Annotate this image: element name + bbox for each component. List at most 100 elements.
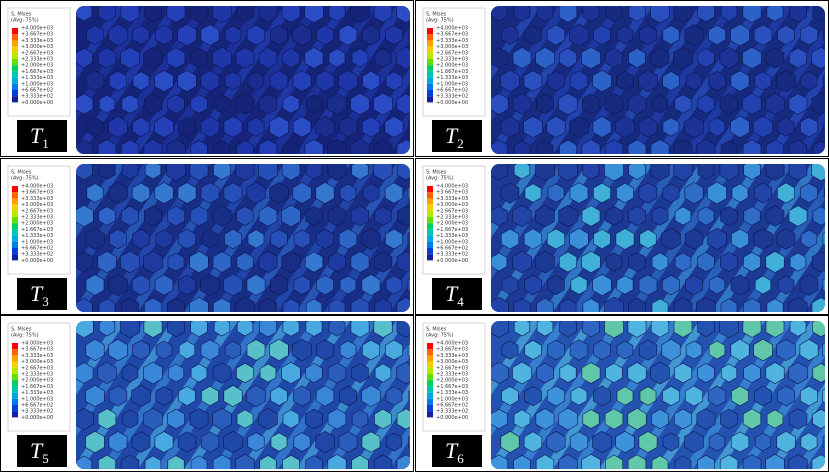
- legend-label: +0.000e+00: [436, 415, 468, 421]
- legend: S, Mises(Avg: 75%)+4.000e+03+3.667e+03+3…: [8, 8, 70, 116]
- legend-subtitle: (Avg: 75%): [426, 18, 454, 24]
- legend-label: +4.000e+03: [21, 184, 53, 190]
- legend-label: +3.333e+02: [436, 94, 468, 100]
- panel-index: 3: [42, 294, 49, 309]
- legend-swatch: [12, 186, 18, 192]
- legend-swatch: [12, 28, 18, 34]
- legend-swatch: [427, 229, 433, 235]
- legend-swatch: [12, 223, 18, 229]
- legend-swatch: [427, 248, 433, 254]
- legend-swatch: [12, 71, 18, 77]
- legend-label: +1.667e+03: [21, 384, 53, 390]
- legend-swatch: [12, 211, 18, 217]
- legend-label: +3.000e+03: [21, 359, 53, 365]
- legend-swatch: [12, 242, 18, 248]
- legend-swatch: [427, 217, 433, 223]
- legend-swatch: [427, 405, 433, 411]
- panel-index: 2: [457, 136, 464, 151]
- legend-label: +0.000e+00: [436, 100, 468, 106]
- legend-label: +2.000e+03: [436, 221, 468, 227]
- legend-label: +2.667e+03: [436, 208, 468, 214]
- legend-swatch: [427, 254, 433, 260]
- legend-swatch: [427, 34, 433, 40]
- legend-label: +3.333e+02: [21, 94, 53, 100]
- legend-label: +6.667e+02: [436, 403, 468, 409]
- legend-label: +1.333e+03: [436, 75, 468, 81]
- legend-label: +3.667e+03: [436, 32, 468, 38]
- legend-label: +3.667e+03: [436, 347, 468, 353]
- legend-label: +3.333e+03: [21, 353, 53, 359]
- legend-swatch: [12, 47, 18, 53]
- legend-label: +3.333e+02: [436, 252, 468, 258]
- legend-label: +3.000e+03: [21, 44, 53, 50]
- legend-subtitle: (Avg: 75%): [426, 333, 454, 339]
- legend-label: +6.667e+02: [21, 403, 53, 409]
- legend-label: +1.667e+03: [436, 69, 468, 75]
- legend-swatch: [12, 248, 18, 254]
- legend-swatch: [12, 399, 18, 405]
- legend-label: +1.667e+03: [21, 227, 53, 233]
- legend-swatch: [427, 59, 433, 65]
- legend-label: +3.333e+03: [21, 38, 53, 44]
- legend-label: +1.000e+03: [21, 239, 53, 245]
- legend-label: +6.667e+02: [21, 88, 53, 94]
- legend-label: +2.667e+03: [436, 50, 468, 56]
- legend-label: +3.333e+02: [436, 409, 468, 415]
- legend-label: +3.000e+03: [436, 202, 468, 208]
- legend-label: +1.000e+03: [21, 396, 53, 402]
- legend-label: +3.667e+03: [21, 32, 53, 38]
- legend-swatch: [12, 59, 18, 65]
- legend: S, Mises(Avg: 75%)+4.000e+03+3.667e+03+3…: [423, 8, 485, 116]
- legend-swatch: [427, 411, 433, 417]
- legend-swatch: [427, 343, 433, 349]
- panel: S, Mises(Avg: 75%)+4.000e+03+3.667e+03+3…: [416, 316, 829, 472]
- legend-label: +0.000e+00: [21, 258, 53, 264]
- legend-label: +2.000e+03: [436, 378, 468, 384]
- legend-swatch: [12, 229, 18, 235]
- panel-index: 6: [457, 451, 464, 466]
- legend-label: +2.667e+03: [21, 208, 53, 214]
- legend-label: +2.667e+03: [21, 50, 53, 56]
- panel-index: 4: [457, 294, 464, 309]
- legend-label: +2.667e+03: [21, 365, 53, 371]
- legend-swatch: [12, 405, 18, 411]
- legend-swatch: [427, 380, 433, 386]
- legend-label: +2.667e+03: [436, 365, 468, 371]
- legend-label: +3.000e+03: [436, 44, 468, 50]
- legend-swatch: [427, 355, 433, 361]
- legend-label: +1.333e+03: [21, 75, 53, 81]
- legend-swatch: [427, 374, 433, 380]
- legend-swatch: [12, 217, 18, 223]
- legend-label: +3.667e+03: [21, 347, 53, 353]
- legend-swatch: [427, 362, 433, 368]
- legend-swatch: [427, 186, 433, 192]
- legend-swatch: [427, 393, 433, 399]
- legend-label: +1.000e+03: [436, 239, 468, 245]
- legend: S, Mises(Avg: 75%)+4.000e+03+3.667e+03+3…: [8, 323, 70, 431]
- legend-swatch: [427, 192, 433, 198]
- legend-label: +2.000e+03: [436, 63, 468, 69]
- legend-swatch: [427, 198, 433, 204]
- legend-label: +4.000e+03: [436, 26, 468, 32]
- legend-label: +2.000e+03: [21, 378, 53, 384]
- legend-label: +3.333e+03: [21, 196, 53, 202]
- legend-label: +0.000e+00: [21, 415, 53, 421]
- legend-label: +2.333e+03: [436, 57, 468, 63]
- legend-swatch: [427, 96, 433, 102]
- legend-swatch: [12, 34, 18, 40]
- legend-swatch: [12, 368, 18, 374]
- legend-swatch: [427, 211, 433, 217]
- legend: S, Mises(Avg: 75%)+4.000e+03+3.667e+03+3…: [423, 166, 485, 274]
- legend-label: +3.000e+03: [436, 359, 468, 365]
- legend-swatch: [427, 242, 433, 248]
- legend-label: +1.000e+03: [21, 81, 53, 87]
- panel: S, Mises(Avg: 75%)+4.000e+03+3.667e+03+3…: [416, 159, 829, 319]
- legend-label: +4.000e+03: [21, 26, 53, 32]
- legend-swatch: [12, 393, 18, 399]
- legend-label: +3.000e+03: [21, 202, 53, 208]
- legend-subtitle: (Avg: 75%): [11, 333, 39, 339]
- legend-swatch: [12, 362, 18, 368]
- legend-swatch: [427, 78, 433, 84]
- legend-label: +3.333e+03: [436, 38, 468, 44]
- legend-label: +1.333e+03: [21, 390, 53, 396]
